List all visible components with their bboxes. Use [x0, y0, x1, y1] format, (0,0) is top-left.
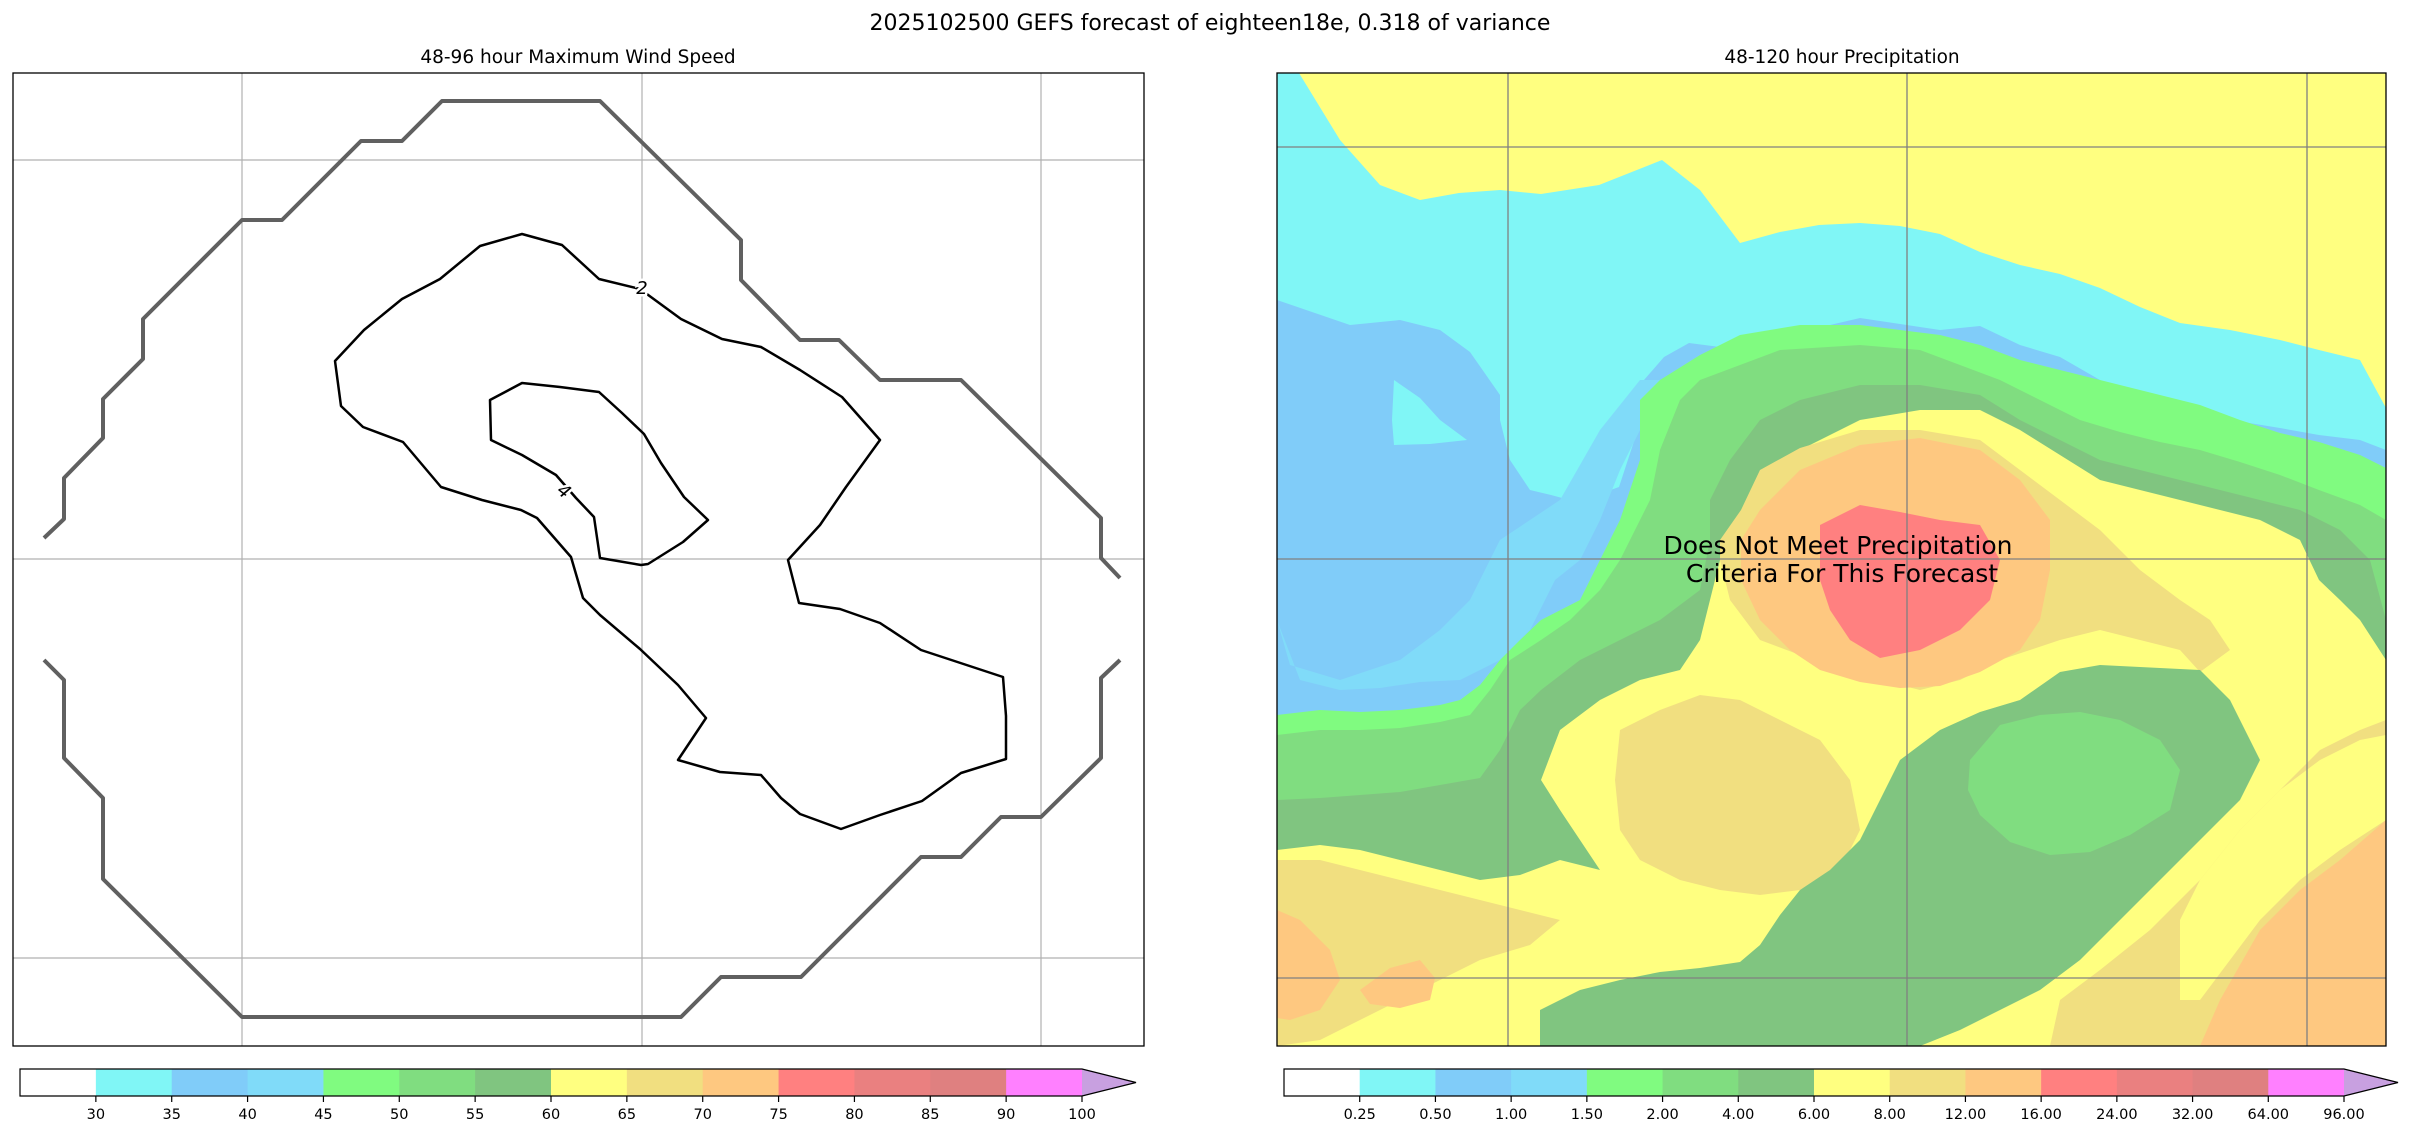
wind-colorbar-tick-label: 85 [921, 1107, 939, 1123]
precip-colorbar-swatch [1359, 1069, 1437, 1096]
wind-colorbar-swatch [475, 1069, 552, 1096]
precip-colorbar-swatch [1435, 1069, 1512, 1096]
precip-notice-line-2: Criteria For This Forecast [1686, 559, 1998, 588]
wind-colorbar-tick-label: 60 [542, 1107, 560, 1123]
wind-colorbar-extend-arrow [1082, 1069, 1136, 1096]
precip-inner-cyan [1392, 380, 1467, 445]
wind-contour-label-2: 2 [636, 278, 647, 299]
wind-colorbar-swatch [399, 1069, 476, 1096]
precip-colorbar-swatch [2192, 1069, 2269, 1096]
precip-filled-contours [1277, 73, 2386, 1046]
precip-colorbar-swatch [2041, 1069, 2118, 1096]
wind-colorbar-swatch [323, 1069, 400, 1096]
wind-colorbar-tick-label: 35 [162, 1107, 180, 1123]
wind-contour-4 [488, 381, 710, 567]
wind-colorbar: 30 35 40 45 50 55 60 65 70 75 80 85 90 100 [19, 1068, 1137, 1123]
wind-contour-2 [333, 232, 1008, 831]
precip-colorbar: 0.25 0.50 1.00 1.50 2.00 4.00 6.00 8.00 12.00 16.… [1283, 1068, 2399, 1123]
precip-colorbar-tick-label: 6.00 [1798, 1107, 1830, 1123]
wind-speed-panel: 48-96 hour Maximum Wind Speed 2 4 [12, 47, 1145, 1047]
precip-band-24-32 [1820, 505, 2000, 658]
precip-colorbar-swatch [1814, 1069, 1891, 1096]
precip-lower-yellow-patch [1615, 695, 1860, 895]
wind-colorbar-tick-label: 40 [238, 1107, 256, 1123]
wind-colorbar-swatch [95, 1069, 173, 1096]
precip-notice-line-1: Does Not Meet Precipitation [1664, 531, 2013, 560]
precip-colorbar-tick-label: 1.50 [1571, 1107, 1603, 1123]
wind-colorbar-tick-label: 65 [618, 1107, 636, 1123]
wind-colorbar-swatch [702, 1069, 780, 1096]
wind-colorbar-swatch [171, 1069, 249, 1096]
precip-colorbar-swatch [1738, 1069, 1815, 1096]
wind-colorbar-tick-label: 80 [845, 1107, 863, 1123]
precip-colorbar-tick-label: 8.00 [1874, 1107, 1906, 1123]
precip-colorbar-tick-label: 12.00 [1945, 1107, 1987, 1123]
precip-colorbar-tick-label: 24.00 [2096, 1107, 2138, 1123]
precip-colorbar-tick-label: 2.00 [1646, 1107, 1678, 1123]
wind-colorbar-swatch [778, 1069, 856, 1096]
precipitation-panel: 48-120 hour Precipitation [1276, 47, 2387, 1047]
wind-colorbar-swatch [551, 1069, 628, 1096]
precip-band-100-150 [1277, 380, 1660, 690]
precip-colorbar-tick-label: 1.00 [1495, 1107, 1527, 1123]
wind-colorbar-swatch [854, 1069, 931, 1096]
wind-colorbar-swatch [247, 1069, 325, 1096]
precip-plot-frame [1276, 72, 2387, 1047]
precip-right-yellow-gap [2180, 735, 2386, 1000]
wind-colorbar-tick-label: 30 [87, 1107, 105, 1123]
wind-colorbar-swatch [930, 1069, 1007, 1096]
wind-plot-frame [12, 72, 1145, 1047]
wind-colorbar-swatch [626, 1069, 704, 1096]
precip-colorbar-swatch [1284, 1069, 1361, 1096]
precip-gridlines [1277, 73, 2386, 1046]
wind-colorbar-tick-label: 70 [693, 1107, 711, 1123]
precip-colorbar-tick-label: 0.50 [1419, 1107, 1451, 1123]
wind-colorbar-tick-label: 100 [1068, 1107, 1096, 1123]
wind-colorbar-tick-label: 45 [314, 1107, 332, 1123]
wind-colorbar-outline [19, 1068, 1137, 1097]
wind-colorbar-tick-label: 50 [390, 1107, 408, 1123]
precip-lower-left-orange-1 [1277, 910, 1340, 1020]
precip-colorbar-tick-label: 16.00 [2020, 1107, 2062, 1123]
wind-outer-contour-upper [42, 99, 1122, 580]
wind-colorbar-tick-label: 75 [769, 1107, 787, 1123]
precip-colorbar-tick-label: 96.00 [2323, 1107, 2365, 1123]
precip-colorbar-outline [1283, 1068, 2399, 1097]
precip-colorbar-extend-arrow [2344, 1069, 2398, 1096]
precip-colorbar-tick-label: 32.00 [2172, 1107, 2214, 1123]
wind-colorbar-swatch [20, 1069, 97, 1096]
wind-colorbar-swatch [1006, 1069, 1083, 1096]
precip-colorbar-tick-label: 0.25 [1344, 1107, 1376, 1123]
figure-title: 2025102500 GEFS forecast of eighteen18e,… [870, 11, 1551, 36]
precip-colorbar-swatch [2268, 1069, 2345, 1096]
wind-gridlines [13, 73, 1144, 1046]
wind-panel-title: 48-96 hour Maximum Wind Speed [420, 47, 735, 68]
wind-colorbar-tick-label: 55 [466, 1107, 484, 1123]
precip-colorbar-swatch [1586, 1069, 1664, 1096]
precip-colorbar-swatch [2116, 1069, 2194, 1096]
wind-colorbar-tick-label: 90 [997, 1107, 1015, 1123]
precip-panel-title: 48-120 hour Precipitation [1724, 47, 1959, 68]
precip-colorbar-swatch [1511, 1069, 1588, 1096]
precip-colorbar-tick-label: 4.00 [1722, 1107, 1754, 1123]
precip-criteria-notice: Does Not Meet Precipitation Criteria For… [1664, 531, 2021, 588]
precip-colorbar-swatch [1889, 1069, 1967, 1096]
precip-colorbar-tick-label: 64.00 [2248, 1107, 2290, 1123]
precip-inner-lightgreen [1968, 712, 2180, 855]
precip-colorbar-swatch [1662, 1069, 1739, 1096]
precip-lower-left-orange-2 [1360, 960, 1435, 1008]
wind-outer-contour-lower [42, 658, 1122, 1019]
precip-right-orange [2200, 820, 2386, 1046]
precip-colorbar-swatch [1965, 1069, 2042, 1096]
precip-lower-left-tan [1277, 860, 1560, 1046]
